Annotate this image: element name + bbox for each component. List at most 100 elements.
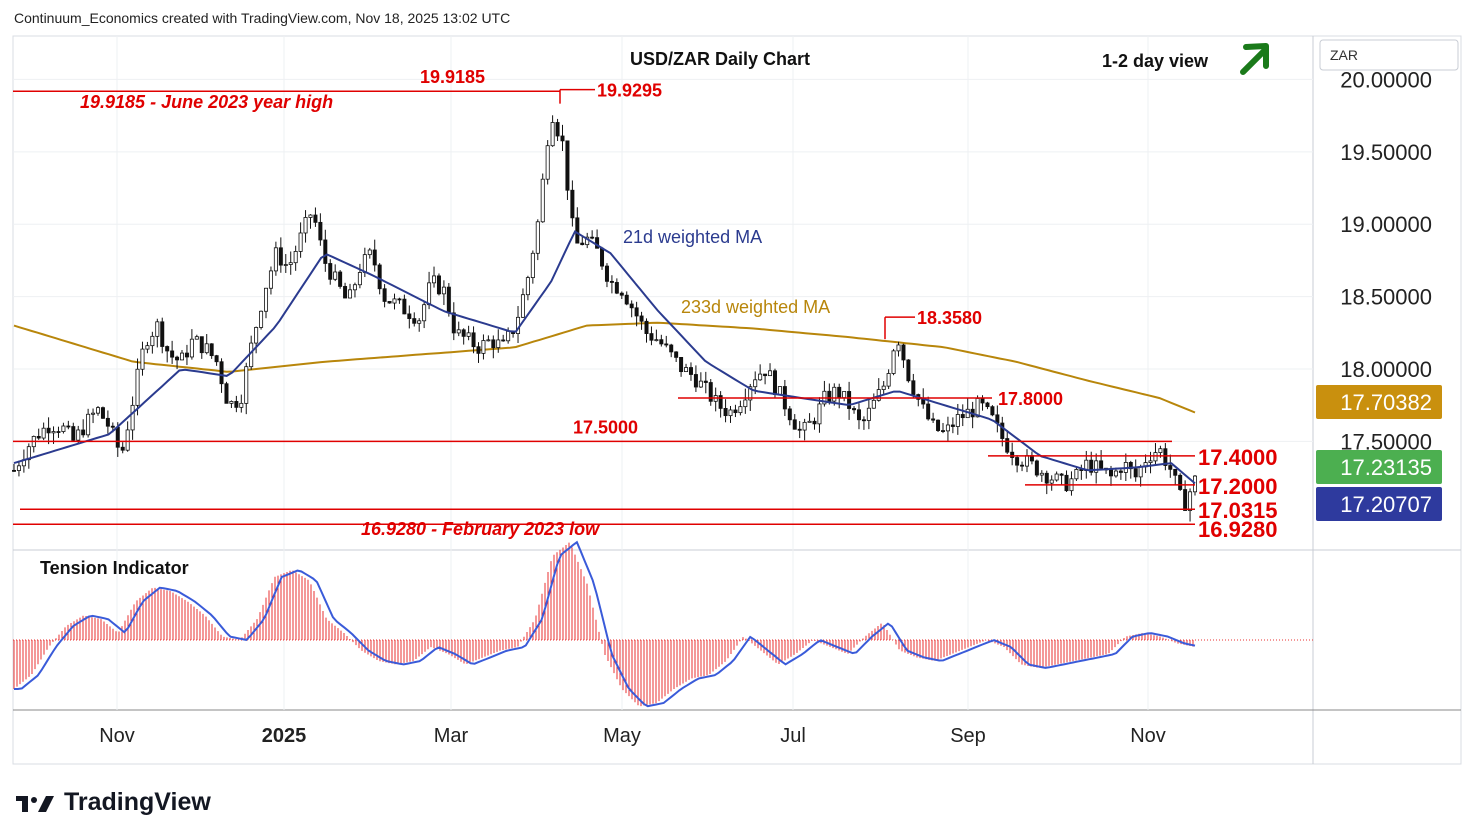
- y-tick-label: 19.50000: [1340, 140, 1432, 165]
- candle-body: [175, 356, 180, 361]
- ma233-line: [13, 321, 1196, 414]
- candle-body: [535, 221, 540, 254]
- candle-body: [456, 329, 461, 334]
- candle-body: [619, 292, 624, 296]
- candle-body: [170, 350, 175, 358]
- candle-body: [669, 344, 674, 353]
- candle-body: [1094, 460, 1099, 473]
- candle-body: [387, 301, 392, 304]
- candle-body: [1188, 491, 1193, 511]
- candle-body: [936, 419, 941, 431]
- candle-body: [76, 429, 81, 441]
- candle-body: [1059, 473, 1064, 476]
- candle-body: [1005, 438, 1010, 453]
- candle-body: [417, 320, 422, 324]
- candle-body: [184, 352, 189, 358]
- candle-body: [135, 368, 140, 406]
- candle-body: [896, 344, 901, 352]
- candle-body: [708, 382, 713, 402]
- candle-body: [303, 217, 308, 234]
- candle-body: [367, 249, 372, 256]
- candle-body: [377, 264, 382, 290]
- candle-body: [684, 367, 689, 373]
- candle-body: [1183, 489, 1188, 511]
- symbol-box[interactable]: [1319, 39, 1459, 71]
- candle-body: [130, 404, 135, 431]
- candle-body: [145, 345, 150, 350]
- candle-body: [1178, 474, 1183, 490]
- candle-body: [160, 321, 165, 347]
- candle-body: [901, 344, 906, 361]
- annotation-feb-low: 16.9280 - February 2023 low: [361, 519, 600, 539]
- candle-body: [348, 289, 353, 299]
- candle-body: [180, 352, 185, 361]
- candle-body: [861, 419, 866, 422]
- candle-body: [931, 418, 936, 421]
- tension-indicator-label: Tension Indicator: [40, 558, 189, 578]
- level-label: 16.9280: [1198, 517, 1278, 542]
- candle-body: [1000, 422, 1005, 439]
- candle-body: [41, 427, 46, 439]
- candle-body: [540, 178, 545, 223]
- candle-body: [293, 251, 298, 264]
- candle-body: [91, 412, 96, 415]
- level-label: 17.4000: [1198, 445, 1278, 470]
- candle-body: [402, 298, 407, 315]
- candle-body: [120, 446, 125, 451]
- candle-body: [980, 398, 985, 404]
- candle-body: [753, 379, 758, 388]
- candle-body: [362, 254, 367, 273]
- axes: 20.00000 19.50000 19.00000 18.50000 18.00000…: [99, 67, 1432, 747]
- candle-body: [313, 214, 318, 223]
- candle-body: [847, 391, 852, 409]
- candle-body: [496, 339, 501, 348]
- y-tick-label: 18.00000: [1340, 357, 1432, 382]
- candle-body: [891, 350, 896, 374]
- candle-body: [140, 348, 145, 370]
- candle-body: [644, 320, 649, 334]
- candle-body: [61, 425, 66, 432]
- candle-body: [1010, 451, 1015, 458]
- candle-body: [436, 275, 441, 295]
- candle-body: [743, 399, 748, 408]
- candle-body: [955, 414, 960, 427]
- candle-body: [624, 294, 629, 305]
- candle-body: [352, 284, 357, 291]
- candle-body: [837, 386, 842, 399]
- candle-body: [654, 339, 659, 342]
- x-tick-label: Mar: [434, 725, 469, 747]
- chart-subtitle: 1-2 day view: [1102, 51, 1209, 71]
- candle-body: [1148, 460, 1153, 463]
- candle-body: [852, 408, 857, 411]
- candle-body: [1163, 448, 1168, 466]
- candle-body: [748, 386, 753, 401]
- candle-body: [881, 385, 886, 390]
- candle-body: [792, 419, 797, 430]
- ma233-path: [13, 321, 1196, 414]
- tension-line: [14, 540, 1196, 708]
- candle-body: [66, 425, 71, 428]
- candle-body: [105, 417, 110, 427]
- candle-body: [96, 407, 101, 414]
- candle-body: [283, 264, 288, 266]
- candle-body: [343, 286, 348, 299]
- candle-body: [1049, 479, 1054, 484]
- candle-body: [797, 428, 802, 431]
- candle-body: [392, 298, 397, 304]
- candle-body: [629, 303, 634, 309]
- level-label: 17.2000: [1198, 474, 1278, 499]
- candle-body: [649, 333, 654, 341]
- candle-body: [525, 277, 530, 296]
- candle-body: [1193, 475, 1198, 493]
- up-right-arrow-icon: [1240, 43, 1269, 75]
- candle-body: [1039, 472, 1044, 476]
- candle-body: [575, 217, 580, 244]
- candle-body: [733, 409, 738, 414]
- candle-body: [51, 431, 56, 434]
- candles: [11, 115, 1198, 522]
- candle-body: [698, 380, 703, 388]
- candle-body: [565, 140, 570, 191]
- candle-body: [1020, 464, 1025, 467]
- candle-body: [1015, 457, 1020, 466]
